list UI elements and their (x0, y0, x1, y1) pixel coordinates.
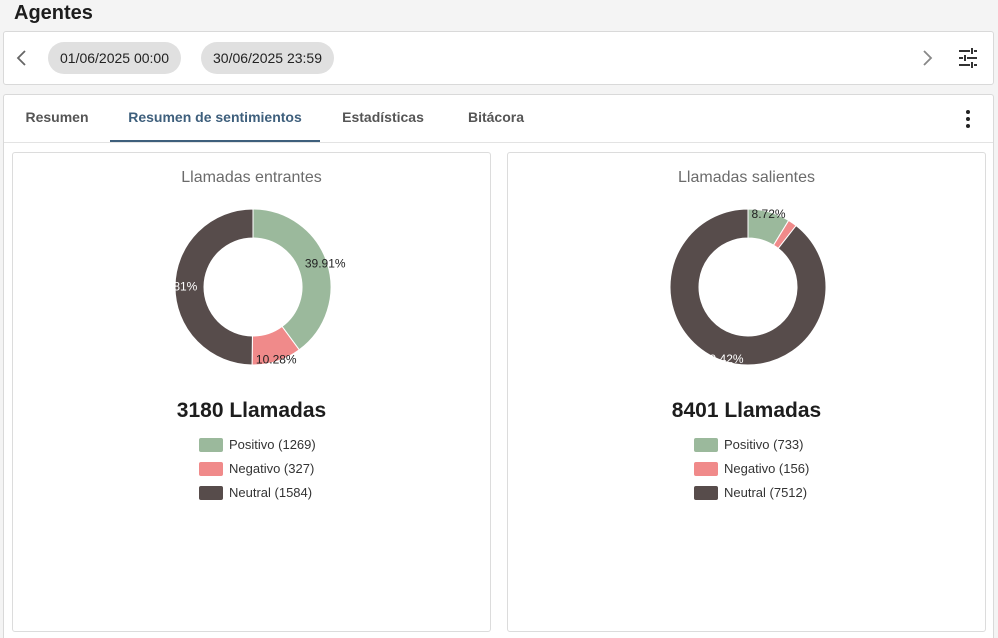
end-date-chip[interactable]: 30/06/2025 23:59 (201, 42, 334, 74)
donut-slice-neutral[interactable] (174, 208, 254, 366)
donut-slice-neutral[interactable] (669, 208, 827, 366)
chart-title: Llamadas entrantes (181, 169, 322, 186)
tab-resumen-sentimientos[interactable]: Resumen de sentimientos (110, 95, 320, 142)
donut-slice-positivo[interactable] (252, 208, 332, 351)
legend-swatch (199, 486, 223, 500)
tab-resumen[interactable]: Resumen (25, 109, 89, 125)
date-range-bar: 01/06/2025 00:00 30/06/2025 23:59 (3, 31, 994, 85)
tab-estadisticas[interactable]: Estadísticas (342, 109, 424, 125)
legend-label: Positivo (733) (724, 437, 804, 452)
legend-label: Negativo (156) (724, 461, 810, 476)
tab-bar: Resumen Resumen de sentimientos Estadíst… (4, 95, 993, 143)
chevron-left-icon[interactable] (12, 48, 32, 68)
start-date-chip[interactable]: 01/06/2025 00:00 (48, 42, 181, 74)
donut-percent-label: 89.42% (703, 352, 744, 366)
incoming-calls-card: Llamadas entrantes 39.91% 10.28% 49.81% 31… (12, 152, 491, 632)
legend-label: Negativo (327) (229, 461, 315, 476)
chart-title: Llamadas salientes (678, 169, 815, 186)
chevron-right-icon[interactable] (917, 48, 937, 68)
legend-swatch (694, 438, 718, 452)
total-calls: 3180 Llamadas (176, 399, 327, 422)
legend-label: Neutral (7512) (724, 485, 808, 500)
tab-bitacora[interactable]: Bitácora (467, 109, 525, 125)
outgoing-donut-chart: 8.72% 89.42% (669, 207, 827, 366)
more-vertical-icon[interactable] (957, 108, 979, 130)
donut-percent-label: 39.91% (305, 256, 346, 270)
incoming-donut-chart: 39.91% 10.28% 49.81% (157, 208, 346, 366)
donut-percent-label: 49.81% (157, 280, 198, 294)
legend-swatch (694, 486, 718, 500)
legend-swatch (199, 462, 223, 476)
legend-swatch (694, 462, 718, 476)
legend-swatch (199, 438, 223, 452)
page-title: Agentes (14, 2, 93, 24)
tune-sliders-icon[interactable] (957, 47, 979, 69)
donut-percent-label: 8.72% (752, 207, 786, 221)
main-panel: Resumen Resumen de sentimientos Estadíst… (3, 94, 994, 638)
outgoing-calls-card: Llamadas salientes 8.72% 89.42% 8401 Llam… (507, 152, 986, 632)
legend-label: Neutral (1584) (229, 485, 313, 500)
legend-label: Positivo (1269) (229, 437, 316, 452)
total-calls: 8401 Llamadas (671, 399, 822, 422)
donut-percent-label: 10.28% (256, 352, 297, 366)
